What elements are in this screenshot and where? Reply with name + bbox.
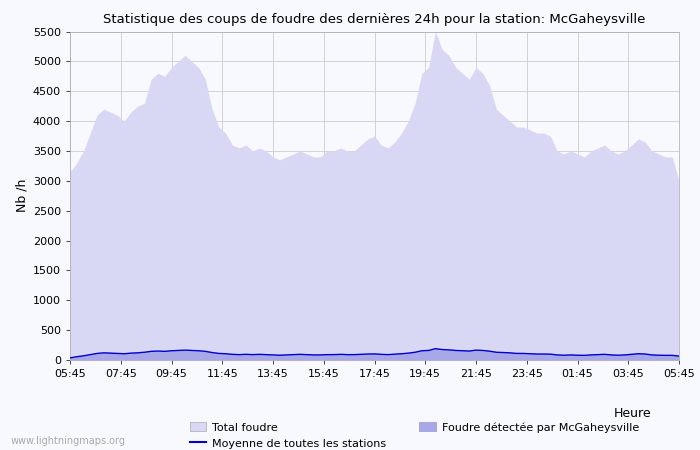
Y-axis label: Nb /h: Nb /h (15, 179, 29, 212)
Text: www.lightningmaps.org: www.lightningmaps.org (10, 436, 125, 446)
Title: Statistique des coups de foudre des dernières 24h pour la station: McGaheysville: Statistique des coups de foudre des dern… (104, 13, 645, 26)
Text: Heure: Heure (613, 407, 651, 420)
Legend: Total foudre, Moyenne de toutes les stations, Foudre détectée par McGaheysville: Total foudre, Moyenne de toutes les stat… (186, 418, 643, 450)
